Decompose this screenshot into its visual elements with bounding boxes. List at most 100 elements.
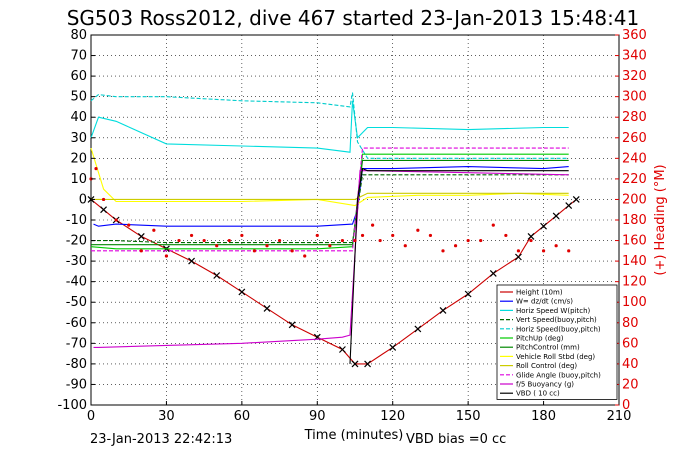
heading-point [277,238,282,243]
x-tick-label: 210 [607,409,632,424]
y-tick-label: -70 [66,336,87,351]
heading-point [466,238,470,243]
legend-label: Height (10m) [516,289,563,297]
heading-point [479,238,483,243]
right-tick-label: 120 [622,275,647,290]
legend: Height (10m)W= dz/dt (cm/s)Horiz Speed W… [496,284,618,400]
x-tick-label: 180 [531,409,556,424]
heading-point [360,233,365,238]
legend-label: f/5 Buoyancy (g) [516,381,574,389]
heading-point [378,238,382,243]
right-tick-label: 240 [622,151,647,166]
heading-point [567,249,571,253]
heading-point [227,238,231,243]
y-tick-label: 0 [79,192,87,207]
legend-box [496,284,618,400]
heading-point [215,244,219,248]
legend-label: W= dz/dt (cm/s) [516,298,573,306]
height-marker [339,346,346,353]
heading-point [353,238,357,243]
heading-point [152,228,156,232]
y-tick-label: -50 [66,295,87,310]
series-line-8 [91,192,569,200]
legend-label: PitchControl (mm) [516,344,580,352]
height-marker [572,196,580,203]
heading-point [453,244,458,248]
height-marker [238,288,246,296]
legend-label: Horiz Speed(buoy,pitch) [516,325,601,333]
y-tick-label: 30 [70,131,87,146]
series-group [87,92,580,368]
y-tick-label: -20 [66,234,87,249]
footer-right: VBD bias =0 cc [406,432,506,447]
heading-point [371,223,375,227]
right-tick-label: 220 [622,172,647,187]
y-tick-label: 10 [70,172,87,187]
heading-point [315,233,319,238]
right-tick-label: 180 [622,213,647,228]
y-tick-label: -100 [57,398,87,413]
right-tick-label: 80 [622,316,639,331]
heading-point [177,238,181,243]
heading-point [189,233,194,238]
right-tick-label: 160 [622,234,647,249]
heading-point [516,249,521,253]
right-tick-label: 0 [622,398,630,413]
height-marker [263,304,271,312]
height-marker [527,233,535,240]
right-tick-label: 260 [622,131,647,146]
y-tick-label: 20 [70,151,87,166]
heading-point [328,244,332,248]
height-marker [565,202,573,210]
heading-point [541,249,546,253]
x-axis-label: Time (minutes) [304,428,404,443]
series-line-6 [91,159,569,246]
height-marker [288,321,296,329]
y-tick-label: -40 [66,275,87,290]
y-tick-label: 50 [70,90,87,105]
y-tick-label: 40 [70,110,87,125]
x-tick-label: 30 [158,409,175,424]
right-tick-label: 200 [622,192,647,207]
series-line-9 [91,147,569,252]
height-marker [515,253,522,261]
y-tick-label: 80 [70,28,87,43]
heading-point [164,254,169,258]
right-tick-label: 340 [622,49,647,64]
y-tick-label: 60 [70,69,87,84]
height-marker [213,272,221,279]
legend-label: Vert Speed(buoy,pitch) [516,316,597,324]
legend-label: Roll Control (deg) [516,362,577,370]
y-tick-label: -60 [66,316,87,331]
y-tick-label: -10 [66,213,87,228]
right-tick-label: 320 [622,69,647,84]
height-marker [552,212,560,220]
legend-label: VBD ( 10 cc) [516,390,560,398]
height-marker [464,290,472,298]
heading-point [202,238,206,243]
height-marker [439,307,447,314]
legend-label: Horiz Speed W(pitch) [516,307,591,315]
height-marker [100,206,107,214]
height-marker [351,360,359,368]
height-marker [489,270,497,277]
series-line-11 [349,167,569,364]
footer-left: 23-Jan-2013 22:42:13 [90,432,232,447]
right-tick-label: 280 [622,110,647,125]
right-tick-label: 20 [622,377,639,392]
heading-point [554,244,558,248]
x-tick-label: 60 [234,409,251,424]
height-marker [540,222,547,230]
series-line-1 [93,166,569,227]
series-line-10 [93,170,569,348]
height-marker [364,360,371,368]
heading-point [416,228,420,232]
height-marker [188,257,195,265]
series-line-4 [90,92,569,159]
height-marker [137,233,145,240]
right-tick-label: 40 [622,357,639,372]
y-tick-label: -80 [66,357,87,372]
heading-point [441,249,445,253]
x-tick-label: 150 [456,409,481,424]
